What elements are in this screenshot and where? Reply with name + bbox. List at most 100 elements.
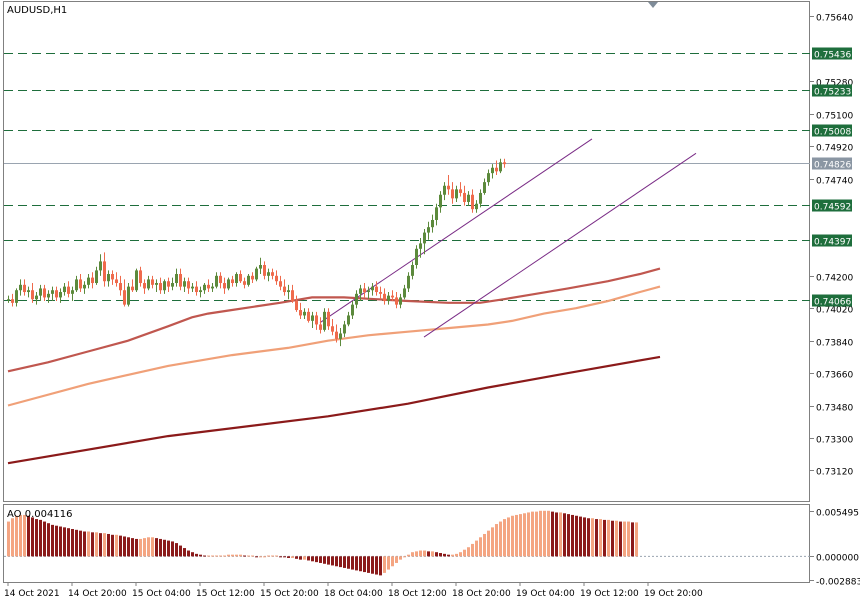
ao-bar bbox=[351, 556, 354, 570]
candle-body bbox=[415, 248, 418, 266]
level-label: 0.75008 bbox=[814, 128, 851, 138]
ao-bar bbox=[359, 556, 362, 572]
candle-body bbox=[387, 295, 390, 302]
ao-bar bbox=[423, 550, 426, 557]
candle-body bbox=[151, 279, 154, 285]
candle-body bbox=[223, 283, 226, 289]
ao-bar bbox=[371, 556, 374, 574]
candle-body bbox=[31, 290, 34, 300]
chart-shift-marker-icon[interactable] bbox=[648, 2, 658, 8]
candle-body bbox=[363, 288, 366, 293]
level-label: 0.75233 bbox=[814, 88, 851, 98]
ao-bar bbox=[619, 521, 622, 557]
ao-bar bbox=[631, 522, 634, 557]
ao-bar bbox=[103, 533, 106, 557]
level-label: 0.75436 bbox=[814, 51, 851, 61]
ao-bar bbox=[179, 545, 182, 557]
ao-bar bbox=[287, 556, 290, 558]
ao-bar bbox=[587, 518, 590, 557]
moving-average-line bbox=[7, 267, 661, 373]
candle-body bbox=[491, 167, 494, 174]
indicator-panel-frame[interactable] bbox=[3, 504, 810, 583]
ao-bar bbox=[279, 556, 282, 558]
candle-body bbox=[319, 324, 322, 330]
candle-body bbox=[211, 286, 214, 289]
ao-bar bbox=[187, 550, 190, 557]
ao-bar bbox=[219, 555, 222, 557]
current-price-box bbox=[812, 157, 852, 170]
candle-body bbox=[11, 299, 14, 303]
candle-body bbox=[331, 326, 334, 332]
candle-body bbox=[163, 281, 166, 291]
candle-body bbox=[159, 283, 162, 291]
ao-bar bbox=[347, 556, 350, 569]
ao-bar bbox=[291, 556, 294, 558]
ao-bar bbox=[451, 554, 454, 557]
ao-tick-label: -0.002883 bbox=[816, 578, 860, 588]
candle-body bbox=[191, 286, 194, 289]
ao-bar bbox=[259, 556, 262, 558]
candle-body bbox=[471, 194, 474, 210]
ao-bar bbox=[27, 515, 30, 557]
ao-bar bbox=[127, 537, 130, 557]
candle-body bbox=[123, 290, 126, 305]
candle-body bbox=[487, 173, 490, 183]
candle-body bbox=[51, 290, 54, 294]
ao-bar bbox=[579, 516, 582, 557]
ao-bar bbox=[155, 538, 158, 557]
ao-bar bbox=[299, 556, 302, 560]
candle-body bbox=[19, 284, 22, 291]
time-tick-label: 18 Oct 04:00 bbox=[324, 589, 383, 599]
ao-bar bbox=[411, 552, 414, 557]
ao-bar bbox=[463, 549, 466, 557]
price-tick-label: 0.73480 bbox=[816, 404, 853, 414]
ao-bar bbox=[231, 554, 234, 557]
ao-bar bbox=[559, 512, 562, 557]
candle-body bbox=[107, 274, 110, 282]
ao-bar bbox=[55, 525, 58, 557]
candle-body bbox=[467, 194, 470, 202]
ao-bar bbox=[239, 554, 242, 557]
price-tick-label: 0.73660 bbox=[816, 371, 853, 381]
ao-bar bbox=[199, 554, 202, 557]
ao-bar bbox=[459, 552, 462, 557]
ao-bar bbox=[139, 538, 142, 557]
candle-body bbox=[347, 315, 350, 325]
candle-body bbox=[119, 283, 122, 291]
ao-bar bbox=[547, 510, 550, 557]
candle-body bbox=[431, 219, 434, 228]
moving-average-line bbox=[7, 285, 661, 407]
ao-bar bbox=[75, 529, 78, 557]
ao-bar bbox=[211, 555, 214, 557]
ao-bar bbox=[567, 514, 570, 557]
candle-body bbox=[23, 284, 26, 293]
candle-body bbox=[239, 274, 242, 282]
channel-lower-line bbox=[423, 152, 697, 338]
ao-bar bbox=[71, 529, 74, 557]
candle-body bbox=[307, 311, 310, 321]
candle-body bbox=[175, 274, 178, 284]
ao-bar bbox=[107, 533, 110, 557]
price-panel-frame[interactable] bbox=[3, 1, 810, 502]
candle-body bbox=[343, 324, 346, 334]
candle-body bbox=[203, 284, 206, 291]
ao-bar bbox=[151, 537, 154, 557]
candle-body bbox=[447, 185, 450, 190]
candle-body bbox=[411, 265, 414, 276]
ao-bar bbox=[243, 555, 246, 557]
candle-body bbox=[383, 293, 386, 302]
candle-body bbox=[443, 185, 446, 195]
level-label-box bbox=[812, 84, 852, 97]
ao-bar bbox=[407, 554, 410, 557]
ao-bar bbox=[419, 550, 422, 557]
ao-bar bbox=[599, 519, 602, 557]
ao-bar bbox=[483, 533, 486, 557]
candle-body bbox=[359, 288, 362, 294]
price-tick-label: 0.75100 bbox=[816, 112, 853, 122]
ao-bar bbox=[131, 538, 134, 557]
time-axis: 14 Oct 2021 14 Oct 20:00 15 Oct 04:00 15 Oc… bbox=[4, 582, 703, 599]
ao-bar bbox=[147, 537, 150, 557]
candle-body bbox=[251, 275, 254, 280]
candle-body bbox=[295, 301, 298, 311]
